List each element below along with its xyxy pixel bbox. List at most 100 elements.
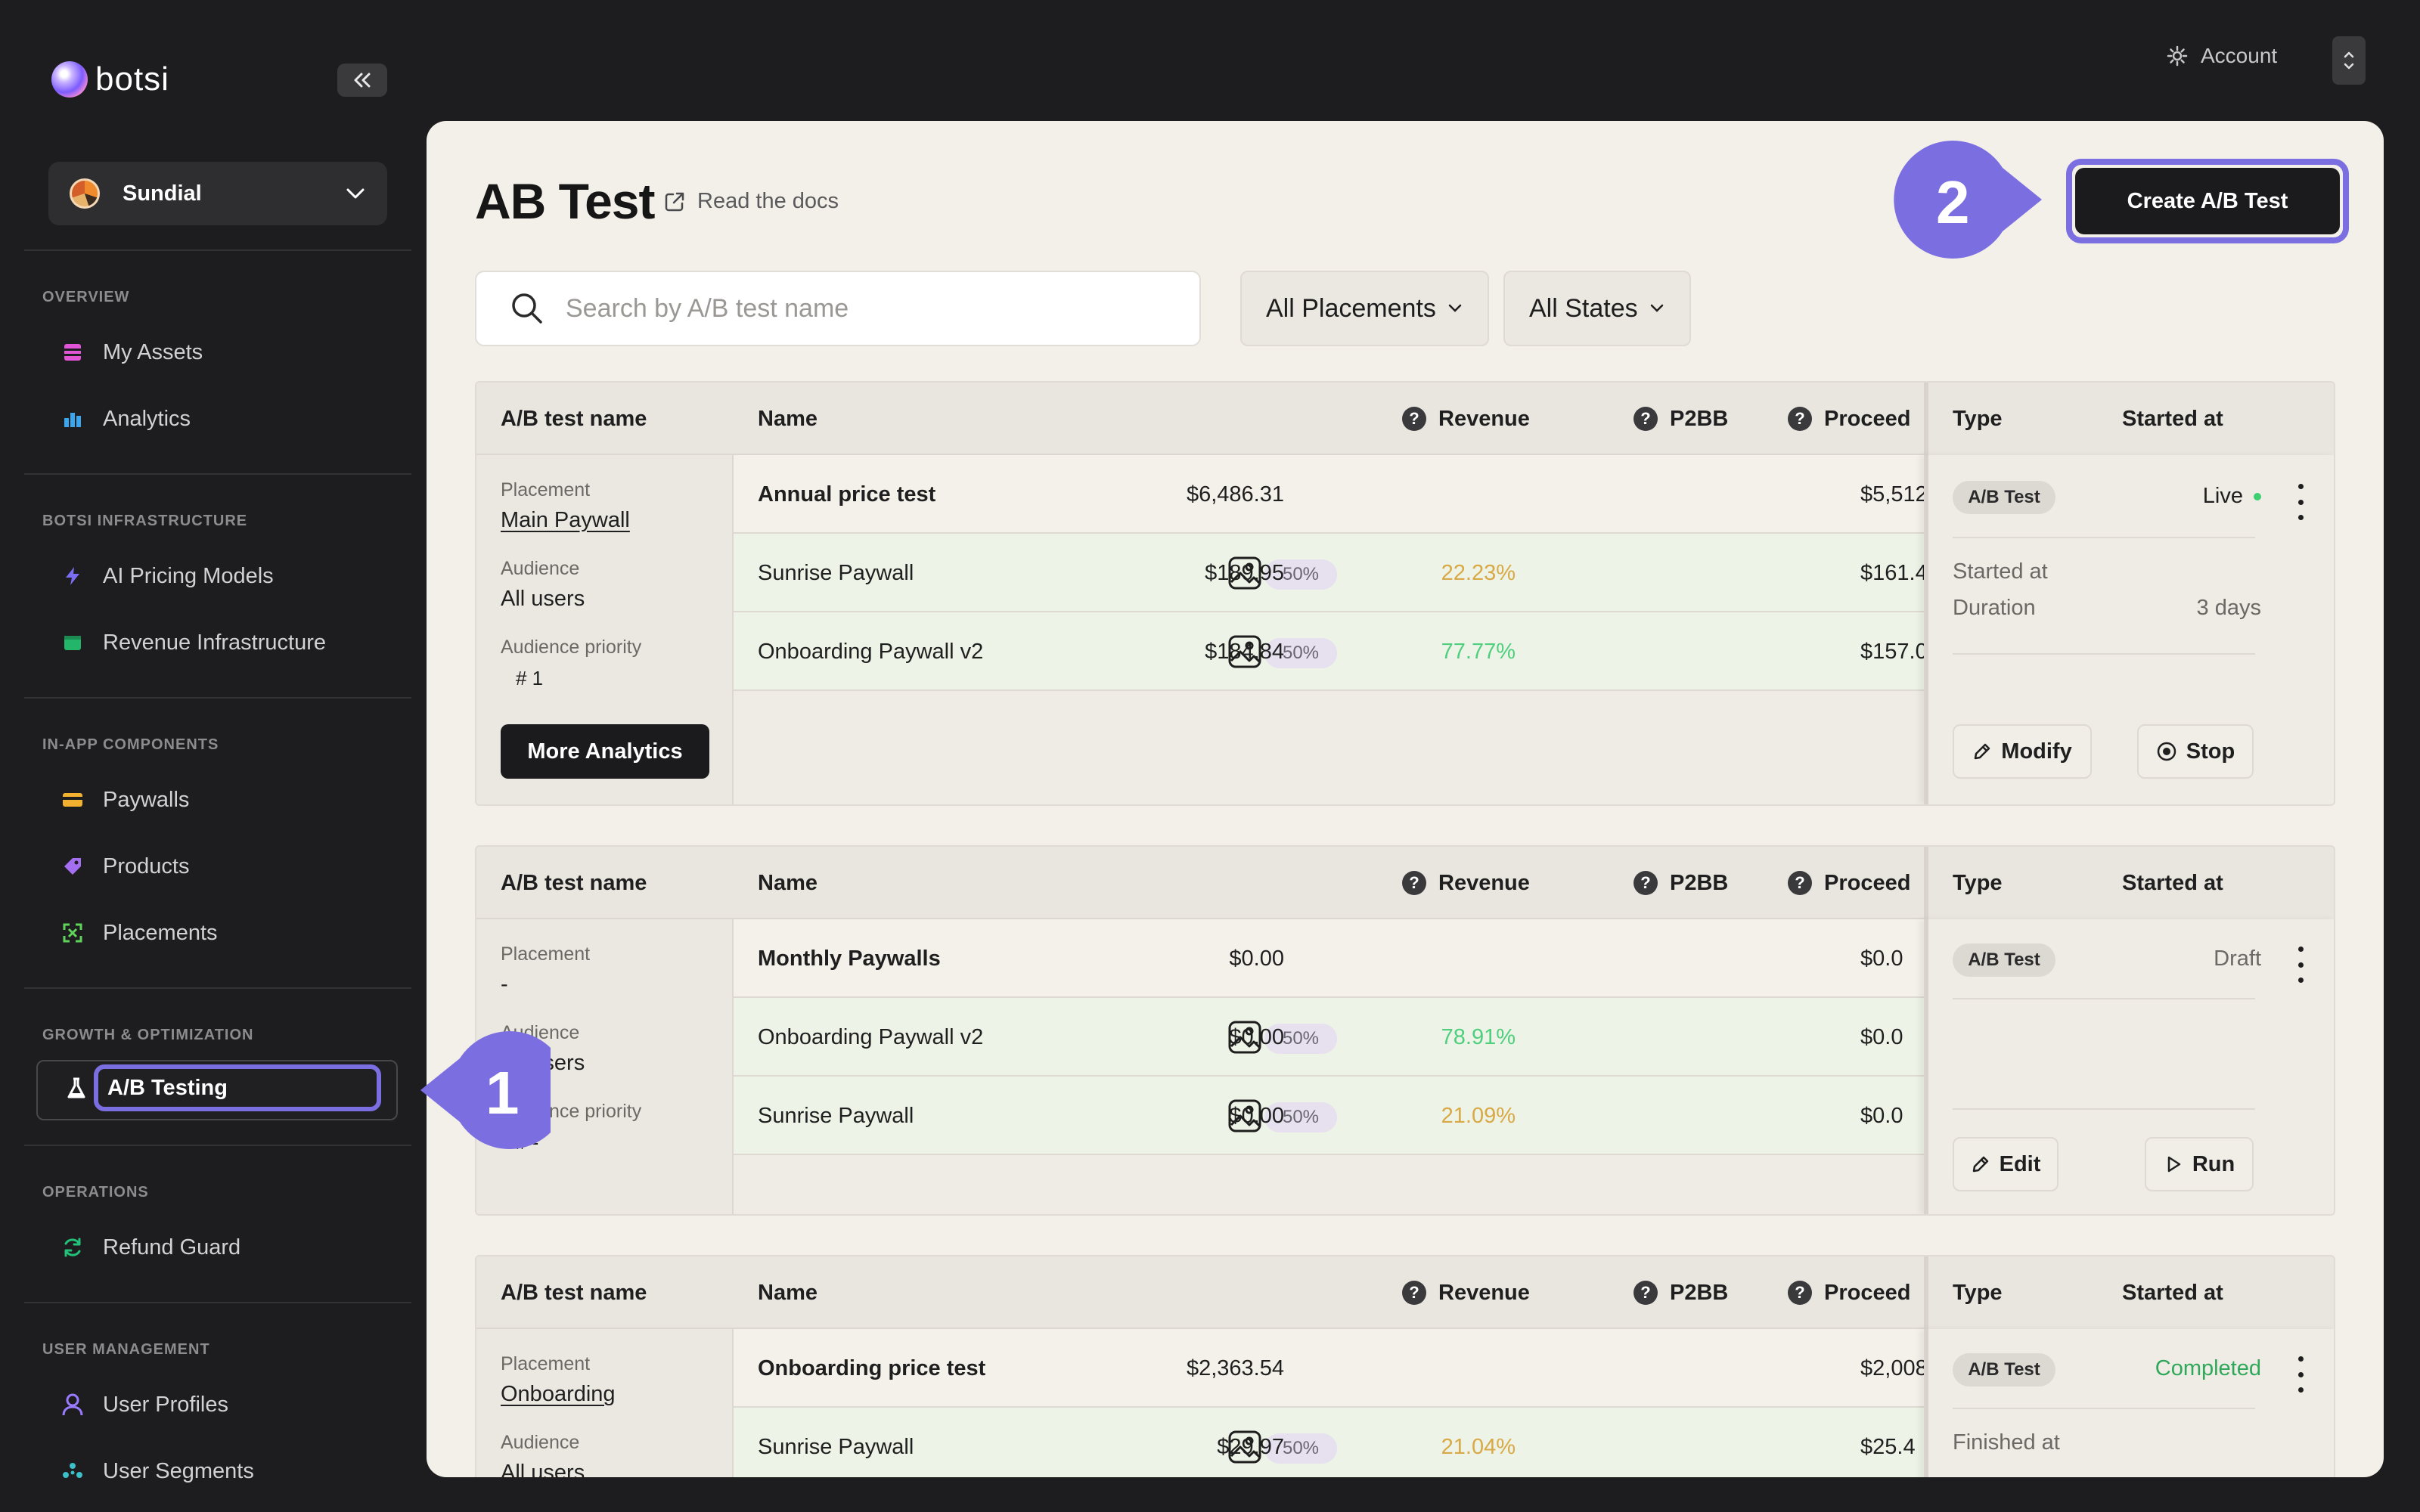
sidebar-item-user-segments[interactable]: User Segments (42, 1447, 398, 1495)
test-meta: Placement Main Paywall Audience All user… (476, 455, 734, 804)
image-icon[interactable] (1227, 632, 1263, 671)
audience-priority-value: # 1 (516, 667, 544, 689)
image-icon[interactable] (1227, 553, 1263, 593)
header-name: Name (758, 1280, 818, 1305)
proceeds-value: $0.0 (1860, 1024, 1903, 1049)
sidebar-item-label: User Profiles (103, 1392, 228, 1417)
segments-icon (60, 1459, 85, 1483)
expand-collapse-button[interactable] (2332, 36, 2366, 85)
revenue-value: $0.00 (1229, 946, 1284, 971)
image-icon[interactable] (1227, 1427, 1263, 1467)
p2bb-value: 21.04% (1441, 1434, 1516, 1459)
p2bb-value: 78.91% (1441, 1024, 1516, 1049)
run-label: Run (2192, 1151, 2235, 1176)
table-row[interactable]: Sunrise Paywall 50% $0.00 21.09% $0.0 (734, 1077, 1924, 1155)
image-icon[interactable] (1227, 1096, 1263, 1136)
chevron-down-icon (1448, 304, 1462, 312)
audience-label: Audience (501, 1432, 580, 1453)
placement-link[interactable]: Onboarding (501, 1382, 616, 1406)
header-p2bb: ? P2BB (1634, 847, 1728, 919)
sidebar-item-refund-guard[interactable]: Refund Guard (42, 1223, 398, 1272)
header-started-at: Started at (2122, 870, 2223, 895)
header-p2bb: ? P2BB (1634, 383, 1728, 455)
stop-icon (2157, 742, 2176, 761)
card-icon (60, 788, 85, 812)
sidebar-item-ai-pricing-models[interactable]: AI Pricing Models (42, 552, 398, 600)
sidebar-item-placements[interactable]: Placements (42, 909, 398, 957)
table-row[interactable]: Onboarding Paywall v2 50% $184.84 77.77%… (734, 612, 1928, 691)
org-avatar (70, 178, 100, 209)
placement-link[interactable]: Main Paywall (501, 508, 630, 532)
read-docs-link[interactable]: Read the docs (662, 189, 839, 214)
sidebar-item-analytics[interactable]: Analytics (42, 395, 398, 443)
search-input[interactable] (566, 293, 1140, 324)
placements-filter[interactable]: All Placements (1240, 271, 1489, 346)
sidebar-item-label: Analytics (103, 406, 191, 431)
table-row[interactable]: Annual price test $6,486.31 $5,512.8 (734, 455, 1946, 534)
refresh-icon (60, 1235, 85, 1259)
more-analytics-button[interactable]: More Analytics (501, 724, 709, 779)
placement-label: Placement (501, 1353, 591, 1374)
search-field[interactable] (475, 271, 1201, 346)
app-logo[interactable]: botsi (51, 60, 169, 98)
revenue-value: $0.00 (1229, 1103, 1284, 1128)
test-meta: Placement Onboarding Audience All users (476, 1329, 734, 1477)
collapse-sidebar-button[interactable] (337, 64, 387, 97)
header-started-at: Started at (2122, 406, 2223, 431)
table-row[interactable]: Monthly Paywalls $0.00 $0.0 (734, 919, 1924, 998)
divider (24, 697, 411, 699)
run-button[interactable]: Run (2145, 1137, 2254, 1191)
account-button[interactable]: Account (2166, 44, 2277, 68)
header-p2bb: ? P2BB (1634, 1256, 1728, 1329)
more-menu-icon[interactable] (2293, 484, 2308, 520)
help-icon: ? (1634, 871, 1658, 895)
more-menu-icon[interactable] (2293, 947, 2308, 983)
table-row[interactable]: Onboarding price test $2,363.54 $2,008.7 (734, 1329, 1946, 1408)
sidebar-item-revenue-infrastructure[interactable]: Revenue Infrastructure (42, 618, 398, 667)
audience-label: Audience (501, 558, 580, 579)
table-row[interactable]: Sunrise Paywall 50% $29.97 21.04% $25.4 (734, 1408, 1924, 1477)
table-row[interactable]: Sunrise Paywall 50% $189.95 22.23% $161.… (734, 534, 1928, 612)
edit-button[interactable]: Edit (1953, 1137, 2059, 1191)
sidebar-item-user-profiles[interactable]: User Profiles (42, 1380, 398, 1429)
placement-label: Placement (501, 943, 591, 965)
weight-badge: 50% (1264, 1024, 1337, 1054)
header-proceeds-label: Proceed (1824, 406, 1911, 431)
stop-button[interactable]: Stop (2137, 724, 2254, 779)
table-header-right: Type Started at (1924, 383, 2334, 455)
header-type: Type (1953, 1280, 2003, 1305)
tag-icon (60, 854, 85, 878)
modify-button[interactable]: Modify (1953, 724, 2092, 779)
revenue-value: $6,486.31 (1186, 482, 1284, 507)
divider (24, 1145, 411, 1146)
weight-badge: 50% (1264, 559, 1337, 590)
logo-orb-icon (51, 61, 88, 98)
ab-test-card: A/B test name Name ? Revenue ? P2BB ? Proce… (475, 1255, 2335, 1477)
edit-label: Edit (1999, 1151, 2041, 1176)
revenue-value: $29.97 (1217, 1434, 1284, 1459)
revenue-icon (60, 631, 85, 655)
variant-name: Sunrise Paywall (758, 1434, 914, 1459)
sidebar-item-my-assets[interactable]: My Assets (42, 328, 398, 376)
revenue-value: $184.84 (1205, 639, 1284, 664)
ab-test-card: A/B test name Name ? Revenue ? P2BB ? Proce… (475, 845, 2335, 1216)
create-ab-test-button[interactable]: Create A/B Test (2075, 168, 2340, 234)
app-name: botsi (95, 60, 169, 98)
image-icon[interactable] (1227, 1018, 1263, 1057)
sidebar-item-products[interactable]: Products (42, 842, 398, 891)
status-label: Live (2202, 484, 2243, 508)
divider (1953, 537, 2255, 538)
sidebar-item-label: Paywalls (103, 787, 190, 812)
table-row[interactable]: Onboarding Paywall v2 50% $0.00 78.91% $… (734, 998, 1924, 1077)
organization-select[interactable]: Sundial (48, 162, 387, 225)
pencil-icon (1972, 1156, 1988, 1173)
more-menu-icon[interactable] (2293, 1356, 2308, 1393)
started-at-label: Started at (1953, 559, 2048, 584)
header-p2bb-label: P2BB (1670, 406, 1729, 431)
divider (24, 987, 411, 989)
states-filter[interactable]: All States (1503, 271, 1691, 346)
type-badge: A/B Test (1953, 1353, 2055, 1387)
sidebar-item-paywalls[interactable]: Paywalls (42, 776, 398, 824)
header-started-at: Started at (2122, 1280, 2223, 1305)
p2bb-value: 22.23% (1441, 560, 1516, 585)
